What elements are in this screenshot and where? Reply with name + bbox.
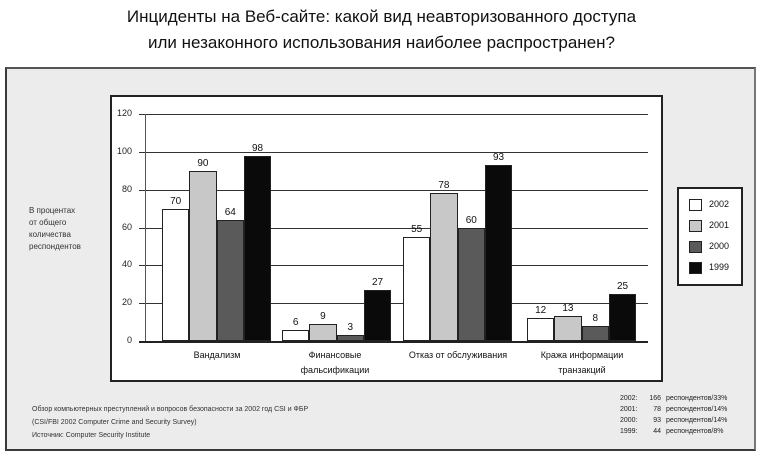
bar-2001: [189, 170, 217, 341]
gridline: [139, 228, 648, 229]
respondents-year: 2001:: [620, 406, 638, 413]
bar-value-label: 8: [592, 312, 599, 324]
y-axis-label-line: от общего: [29, 218, 67, 227]
footnote-source: Источник: Computer Security Institute: [32, 432, 151, 439]
respondents-text: респондентов/14%: [666, 417, 728, 424]
bar-2001: [554, 316, 582, 341]
footnote-survey-en: (CSI/FBI 2002 Computer Crime and Securit…: [32, 419, 197, 426]
y-axis-label-line: респондентов: [29, 242, 81, 251]
bar-value-label: 6: [292, 316, 299, 328]
bar-2001: [430, 193, 458, 341]
y-axis-label-line: количества: [29, 230, 71, 239]
bar-2002: [162, 208, 190, 341]
category-label-line: транзакций: [558, 365, 606, 375]
gridline: [139, 152, 648, 153]
legend-label: 2000: [709, 241, 730, 251]
chart-title-line-1: Инциденты на Веб-сайте: какой вид неавто…: [126, 7, 637, 26]
legend-label: 2002: [709, 199, 730, 209]
bar-1999: [363, 289, 392, 341]
bar-value-label: 93: [492, 152, 505, 164]
category-label-line: Финансовые: [308, 350, 362, 360]
category-label-transaction-theft: Кража информации транзакций: [517, 348, 647, 378]
bar-2000: [336, 335, 364, 341]
respondents-text: респондентов/8%: [666, 428, 724, 435]
bar-value-label: 25: [616, 280, 629, 292]
legend-label: 1999: [709, 262, 730, 272]
y-axis-label: В процентах от общего количества респонд…: [29, 205, 119, 253]
legend-item-2001: 2001: [689, 218, 741, 234]
bar-value-label: 98: [251, 142, 264, 154]
bar-2002: [282, 329, 310, 341]
bar-value-label: 78: [438, 180, 450, 192]
bar-2002: [403, 236, 431, 341]
respondents-count: 78: [653, 406, 661, 413]
y-tick-120: 120: [116, 108, 132, 118]
bar-1999: [243, 155, 272, 341]
bar-2001: [309, 323, 337, 341]
y-axis-line: [145, 114, 146, 342]
category-label-line: Вандализм: [193, 350, 241, 360]
legend-item-2002: 2002: [689, 197, 741, 213]
bar-2002: [527, 318, 555, 341]
legend-label: 2001: [709, 220, 730, 230]
gridline: [139, 114, 648, 115]
category-label-denial-of-service: Отказ от обслуживания: [393, 348, 523, 363]
bar-value-label: 12: [535, 305, 547, 317]
respondents-text: респондентов/14%: [666, 406, 728, 413]
y-tick-100: 100: [116, 146, 132, 156]
bar-value-label: 3: [347, 322, 354, 334]
respondents-year: 2002:: [620, 395, 638, 402]
legend-swatch: [689, 199, 702, 211]
gridline: [139, 190, 648, 191]
footnote-survey: Обзор компьютерных преступлений и вопрос…: [32, 406, 309, 413]
category-label-line: Отказ от обслуживания: [408, 350, 508, 360]
bar-value-label: 27: [371, 276, 384, 288]
category-label-vandalism: Вандализм: [152, 348, 282, 363]
category-label-financial-fraud: Финансовые фальсификации: [270, 348, 400, 378]
bar-value-label: 60: [465, 214, 477, 226]
y-tick-80: 80: [121, 184, 132, 194]
y-tick-0: 0: [126, 335, 132, 345]
legend: 2002 2001 2000 1999: [677, 187, 743, 286]
respondents-year: 1999:: [620, 428, 638, 435]
bar-value-label: 13: [562, 303, 574, 315]
respondents-count: 44: [653, 428, 661, 435]
bar-value-label: 90: [197, 157, 209, 169]
category-label-line: фальсификации: [300, 365, 370, 375]
respondents-count: 166: [649, 395, 661, 402]
gridline: [139, 303, 648, 304]
x-axis-baseline: [139, 341, 648, 343]
y-tick-60: 60: [121, 222, 132, 232]
legend-swatch: [689, 241, 702, 253]
legend-item-1999: 1999: [689, 260, 741, 276]
y-tick-20: 20: [121, 297, 132, 307]
bar-2000: [216, 219, 244, 341]
respondents-year: 2000:: [620, 417, 638, 424]
respondents-count: 93: [653, 417, 661, 424]
category-label-line: Кража информации: [540, 350, 624, 360]
y-axis-label-line: В процентах: [29, 206, 76, 215]
bar-value-label: 9: [320, 310, 326, 322]
y-tick-40: 40: [121, 259, 132, 269]
legend-swatch: [689, 220, 702, 232]
bar-2000: [581, 325, 609, 341]
bar-value-label: 55: [411, 223, 423, 235]
bar-value-label: 70: [170, 195, 182, 207]
legend-item-2000: 2000: [689, 239, 741, 255]
gridline: [139, 265, 648, 266]
chart-title-line-2: или незаконного использования наиболее р…: [147, 33, 615, 52]
bar-1999: [608, 293, 637, 341]
respondents-text: респондентов/33%: [666, 395, 728, 402]
legend-swatch: [689, 262, 702, 274]
bar-value-label: 64: [224, 206, 236, 218]
bar-1999: [484, 165, 513, 341]
bar-2000: [457, 227, 485, 341]
